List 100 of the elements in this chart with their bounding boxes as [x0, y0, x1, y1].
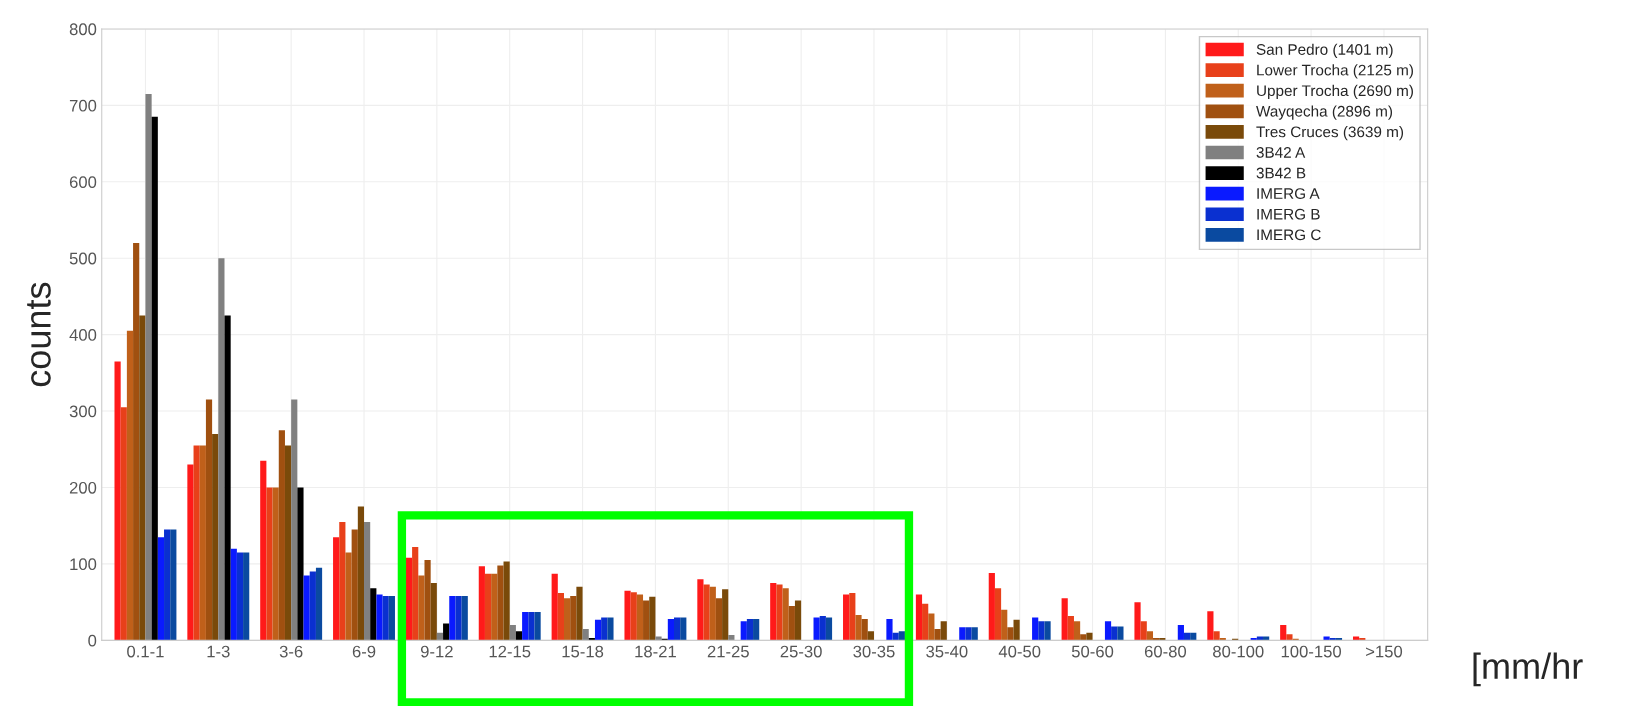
bar — [430, 583, 437, 641]
bar — [424, 560, 431, 641]
bar — [988, 573, 995, 641]
bar — [126, 330, 134, 641]
x-tick-label: 21-25 — [707, 645, 749, 658]
bar — [674, 617, 681, 641]
bar — [443, 623, 450, 641]
bar — [667, 618, 674, 641]
bar — [570, 596, 577, 641]
legend-label: Upper Trocha (2690 m) — [1257, 84, 1413, 100]
bar — [278, 430, 285, 641]
legend-label: IMERG B — [1257, 208, 1320, 220]
bar — [351, 529, 358, 641]
bar — [1207, 611, 1214, 641]
bar — [788, 605, 795, 641]
bar — [703, 584, 710, 641]
bar — [199, 445, 206, 641]
bar — [388, 596, 395, 641]
bar — [1007, 627, 1014, 641]
bar — [515, 631, 523, 641]
legend-label: Lower Trocha (2125 m) — [1257, 64, 1413, 79]
bar — [551, 573, 558, 641]
bar — [564, 598, 571, 641]
bar — [449, 596, 456, 641]
bar — [782, 588, 789, 641]
bar — [624, 590, 631, 641]
bar — [649, 596, 656, 641]
bar — [1086, 632, 1093, 641]
bar — [522, 612, 529, 641]
legend-label: 3B42 A — [1256, 147, 1306, 158]
y-tick-label: 400 — [69, 329, 97, 341]
bar — [898, 631, 905, 641]
bar — [218, 258, 225, 641]
bar — [1073, 621, 1081, 641]
legend-label: San Pedro (1401 m) — [1256, 43, 1393, 58]
bar — [405, 557, 413, 641]
bar — [364, 521, 371, 641]
bar — [1140, 621, 1147, 641]
bar — [594, 619, 602, 641]
bar — [825, 617, 833, 641]
bar — [1286, 634, 1293, 641]
bar — [455, 596, 462, 641]
y-tick-label: 300 — [69, 405, 97, 418]
bar — [339, 521, 346, 641]
bar — [697, 579, 704, 641]
bar — [205, 399, 213, 641]
bar — [114, 361, 121, 641]
bar — [376, 594, 383, 641]
bar — [333, 537, 340, 641]
bar — [230, 548, 237, 641]
x-tick-label: 15-18 — [562, 645, 604, 658]
legend-label: Tres Cruces (3639 m) — [1256, 126, 1404, 141]
bar — [260, 460, 267, 641]
x-tick-label: 18-21 — [635, 645, 676, 658]
bar — [607, 617, 614, 641]
bar — [855, 615, 862, 641]
bar — [418, 575, 425, 641]
bar — [971, 627, 978, 641]
bar — [753, 618, 760, 641]
y-tick-label: 500 — [69, 252, 97, 265]
bar — [794, 600, 802, 641]
bar — [776, 584, 783, 641]
y-tick-label: 200 — [69, 481, 97, 494]
bar — [478, 566, 485, 641]
bar — [345, 552, 352, 641]
bar — [557, 592, 564, 641]
bar — [212, 434, 219, 641]
bar — [1032, 617, 1039, 641]
bar — [1001, 609, 1008, 641]
bar — [861, 618, 868, 641]
x-tick-label: 6-9 — [352, 645, 376, 658]
bar — [509, 625, 516, 641]
legend-label: IMERG C — [1257, 229, 1321, 241]
x-tick-label: 40-50 — [998, 645, 1041, 658]
bar — [145, 93, 152, 641]
bar — [120, 407, 127, 641]
bar — [236, 552, 244, 641]
bar — [1117, 626, 1124, 641]
y-tick-label: 800 — [69, 23, 97, 36]
bar — [965, 627, 972, 641]
bar — [1044, 621, 1051, 641]
bar — [813, 617, 820, 641]
x-tick-label: 12-15 — [489, 645, 531, 658]
x-tick-label: 9-12 — [420, 645, 453, 658]
bar — [843, 594, 850, 641]
x-tick-label: 0.1-1 — [127, 645, 164, 658]
bar — [151, 116, 158, 641]
bar — [715, 598, 723, 641]
x-axis-title: [mm/hr — [1473, 652, 1583, 687]
bar — [582, 628, 589, 641]
x-tick-label: 25-30 — [780, 645, 822, 658]
bar — [370, 588, 377, 641]
y-tick-label: 100 — [70, 558, 97, 571]
bar — [740, 621, 747, 641]
bar — [1067, 615, 1074, 641]
bar — [928, 613, 935, 641]
bar — [867, 631, 874, 641]
bar — [959, 627, 966, 641]
bar — [922, 603, 929, 641]
bar — [643, 600, 650, 641]
